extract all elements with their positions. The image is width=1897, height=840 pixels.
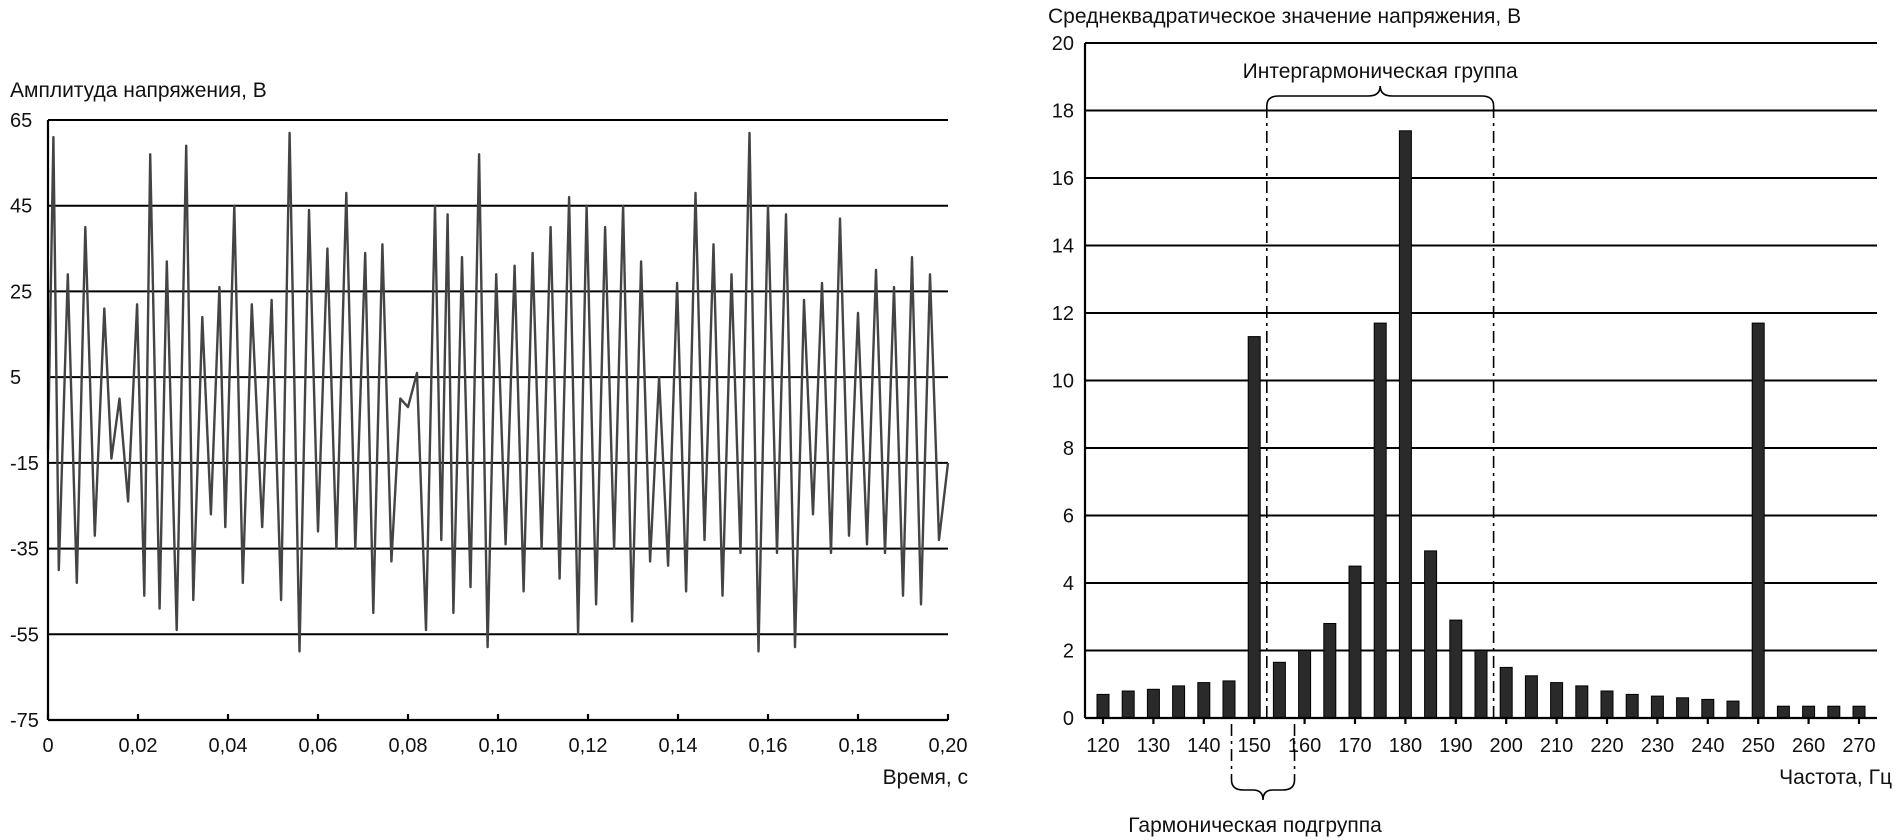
spectrum-bar	[1676, 697, 1690, 719]
spectrum-bar	[1449, 619, 1463, 719]
spectrum-x-tick-label: 140	[1187, 735, 1220, 757]
waveform-y-tick-label: 45	[10, 196, 32, 218]
spectrum-y-tick-label: 12	[1052, 303, 1074, 325]
waveform-y-tick-label: 5	[10, 367, 21, 389]
spectrum-bar	[1222, 680, 1236, 719]
spectrum-x-tick-label: 180	[1389, 735, 1422, 757]
spectrum-x-tick-label: 200	[1490, 735, 1523, 757]
spectrum-bar	[1197, 682, 1211, 719]
spectrum-y-tick-label: 10	[1052, 371, 1074, 393]
spectrum-bar	[1121, 690, 1135, 719]
spectrum-gridlines	[1085, 42, 1877, 652]
spectrum-bar	[1751, 322, 1765, 719]
spectrum-x-tick-label: 170	[1338, 735, 1371, 757]
waveform-y-tick-labels: 65 45 25 5 -15 -35 -55 -75	[10, 110, 39, 732]
spectrum-bar	[1776, 705, 1790, 719]
spectrum-y-tick-label: 6	[1063, 506, 1074, 528]
spectrum-bar	[1323, 623, 1337, 719]
waveform-y-tick-label: -15	[10, 453, 39, 475]
spectrum-bar	[1600, 690, 1614, 719]
waveform-y-tick-label: -35	[10, 539, 39, 561]
spectrum-x-tick-label: 240	[1691, 735, 1724, 757]
voltage-waveform-line	[46, 131, 950, 653]
interharmonic-group-brace	[1266, 85, 1495, 107]
spectrum-y-tick-label: 16	[1052, 168, 1074, 190]
waveform-x-tick-label: 0,18	[839, 735, 878, 757]
spectrum-y-tick-label: 8	[1063, 438, 1074, 460]
harmonic-subgroup-label: Гармоническая подгруппа	[1128, 814, 1382, 837]
waveform-y-tick-label: 65	[10, 110, 32, 132]
waveform-x-tick-label: 0,16	[749, 735, 788, 757]
spectrum-y-tick-label: 18	[1052, 101, 1074, 123]
waveform-y-tick-label: 25	[10, 281, 32, 303]
spectrum-bar	[1398, 130, 1412, 719]
spectrum-y-tick-label: 2	[1063, 641, 1074, 663]
waveform-x-axis-label: Время, с	[883, 766, 968, 789]
spectrum-y-axis-label: Среднеквадратическое значение напряжения…	[1048, 5, 1521, 28]
harmonic-subgroup-frame	[1230, 724, 1296, 780]
waveform-gridlines	[48, 119, 948, 636]
spectrum-y-tick-label: 0	[1063, 708, 1074, 730]
waveform-y-axis-label: Амплитуда напряжения, В	[10, 79, 267, 102]
spectrum-x-tick-label: 230	[1641, 735, 1674, 757]
spectrum-bar	[1272, 661, 1286, 719]
waveform-x-tick-label: 0,08	[389, 735, 428, 757]
waveform-y-tick-label: -55	[10, 624, 39, 646]
spectrum-bar	[1096, 693, 1110, 719]
waveform-x-tick-label: 0,04	[209, 735, 248, 757]
spectrum-x-tick-label: 160	[1288, 735, 1321, 757]
spectrum-bar	[1852, 705, 1866, 719]
spectrum-bar	[1575, 685, 1589, 719]
spectrum-bar	[1701, 698, 1715, 719]
waveform-y-tick-label: -75	[10, 710, 39, 732]
waveform-x-tick-labels: 0 0,02 0,04 0,06 0,08 0,10 0,12 0,14 0,16 0,18 0,2…	[42, 714, 967, 757]
spectrum-x-tick-labels: 120 130 140 150 160 170 180 190 200 210 220 230 240 2…	[1086, 718, 1876, 757]
spectrum-bar	[1499, 666, 1513, 719]
spectrum-x-tick-label: 120	[1086, 735, 1119, 757]
spectrum-x-tick-label: 130	[1137, 735, 1170, 757]
harmonic-subgroup-brace	[1230, 779, 1296, 801]
waveform-x-tick-label: 0,02	[119, 735, 158, 757]
spectrum-x-tick-label: 260	[1792, 735, 1825, 757]
spectrum-bar	[1726, 700, 1740, 719]
spectrum-bar	[1348, 565, 1362, 719]
spectrum-bar	[1802, 705, 1816, 719]
spectrum-y-tick-label: 4	[1063, 573, 1074, 595]
spectrum-bar	[1474, 650, 1488, 719]
spectrum-bar	[1298, 650, 1312, 719]
spectrum-x-axis-label: Частота, Гц	[1779, 766, 1892, 789]
spectrum-bar	[1524, 675, 1538, 719]
spectrum-bar	[1550, 682, 1564, 719]
waveform-x-tick-label: 0,14	[659, 735, 698, 757]
spectrum-bar	[1625, 693, 1639, 719]
spectrum-bar	[1827, 705, 1841, 719]
spectrum-x-tick-label: 220	[1590, 735, 1623, 757]
spectrum-x-tick-label: 210	[1540, 735, 1573, 757]
spectrum-y-tick-label: 20	[1052, 33, 1074, 55]
spectrum-x-tick-label: 250	[1742, 735, 1775, 757]
interharmonic-group-label: Интергармоническая группа	[1243, 60, 1518, 83]
spectrum-bars	[1096, 130, 1866, 719]
spectrum-x-tick-label: 270	[1842, 735, 1875, 757]
spectrum-bar	[1247, 336, 1261, 719]
spectrum-bar	[1172, 685, 1186, 719]
spectrum-bar	[1650, 695, 1664, 719]
waveform-x-tick-label: 0,12	[569, 735, 608, 757]
spectrum-bar	[1373, 322, 1387, 719]
waveform-x-tick-label: 0,20	[929, 735, 968, 757]
spectrum-y-tick-labels: 0 2 4 6 8 10 12 14 16 18 20	[1052, 33, 1074, 730]
spectrum-x-tick-label: 150	[1238, 735, 1271, 757]
spectrum-bar	[1146, 688, 1160, 719]
spectrum-y-tick-label: 14	[1052, 236, 1074, 258]
waveform-x-tick-label: 0,10	[479, 735, 518, 757]
waveform-chart: 65 45 25 5 -15 -35 -55 -75 0 0,02 0,04 0,06 0,08 0,1…	[10, 79, 968, 789]
interharmonic-group-frame	[1266, 106, 1495, 718]
spectrum-x-tick-label: 190	[1439, 735, 1472, 757]
spectrum-bar	[1424, 550, 1438, 719]
waveform-x-tick-label: 0	[42, 735, 53, 757]
waveform-x-tick-label: 0,06	[299, 735, 338, 757]
